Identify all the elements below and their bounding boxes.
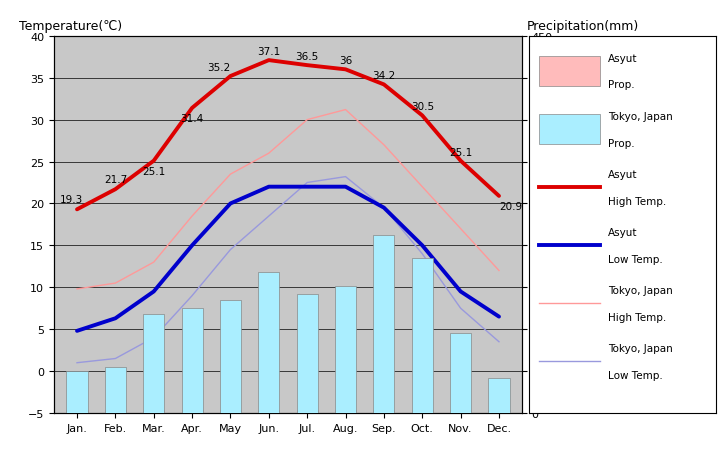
Bar [412, 258, 433, 413]
Text: Low Temp.: Low Temp. [608, 370, 662, 380]
Bar [412, 411, 433, 413]
Text: 25.1: 25.1 [449, 147, 472, 157]
Text: 37.1: 37.1 [257, 47, 281, 57]
Text: Tokyo, Japan: Tokyo, Japan [608, 112, 672, 122]
Bar [335, 286, 356, 413]
Text: Tokyo, Japan: Tokyo, Japan [608, 285, 672, 296]
Text: 31.4: 31.4 [181, 114, 204, 124]
Bar [488, 378, 510, 413]
Text: 20.9: 20.9 [499, 202, 522, 212]
Text: High Temp.: High Temp. [608, 196, 666, 206]
Text: 36: 36 [339, 56, 352, 66]
Text: 36.5: 36.5 [295, 52, 319, 62]
Bar [539, 56, 600, 86]
Text: Low Temp.: Low Temp. [608, 254, 662, 264]
Bar [105, 367, 126, 413]
Bar [66, 371, 88, 413]
Text: Asyut: Asyut [608, 228, 637, 238]
Bar [374, 411, 395, 413]
Text: Asyut: Asyut [608, 54, 637, 64]
Bar [374, 236, 395, 413]
Bar [258, 273, 279, 413]
Bar [105, 411, 126, 413]
Text: Prop.: Prop. [608, 80, 634, 90]
Text: 25.1: 25.1 [142, 167, 166, 176]
Text: High Temp.: High Temp. [608, 312, 666, 322]
Bar [539, 114, 600, 145]
Bar [220, 300, 241, 413]
Text: 30.5: 30.5 [410, 102, 434, 112]
Bar [335, 411, 356, 413]
Text: 35.2: 35.2 [207, 63, 230, 73]
Bar [66, 411, 88, 413]
Text: Temperature(℃): Temperature(℃) [19, 20, 122, 33]
Bar [258, 411, 279, 413]
Bar [143, 314, 164, 413]
Text: Prop.: Prop. [608, 138, 634, 148]
Bar [297, 411, 318, 413]
Bar [450, 411, 471, 413]
Text: 19.3: 19.3 [60, 195, 83, 205]
Text: 21.7: 21.7 [104, 175, 127, 185]
Bar [488, 411, 510, 413]
Text: Precipitation(mm): Precipitation(mm) [527, 20, 639, 33]
Text: Asyut: Asyut [608, 170, 637, 180]
Bar [143, 411, 164, 413]
Bar [181, 411, 202, 413]
Text: 34.2: 34.2 [372, 71, 395, 81]
Text: Tokyo, Japan: Tokyo, Japan [608, 343, 672, 353]
Bar [297, 294, 318, 413]
Bar [220, 411, 241, 413]
Bar [181, 308, 202, 413]
Bar [450, 334, 471, 413]
